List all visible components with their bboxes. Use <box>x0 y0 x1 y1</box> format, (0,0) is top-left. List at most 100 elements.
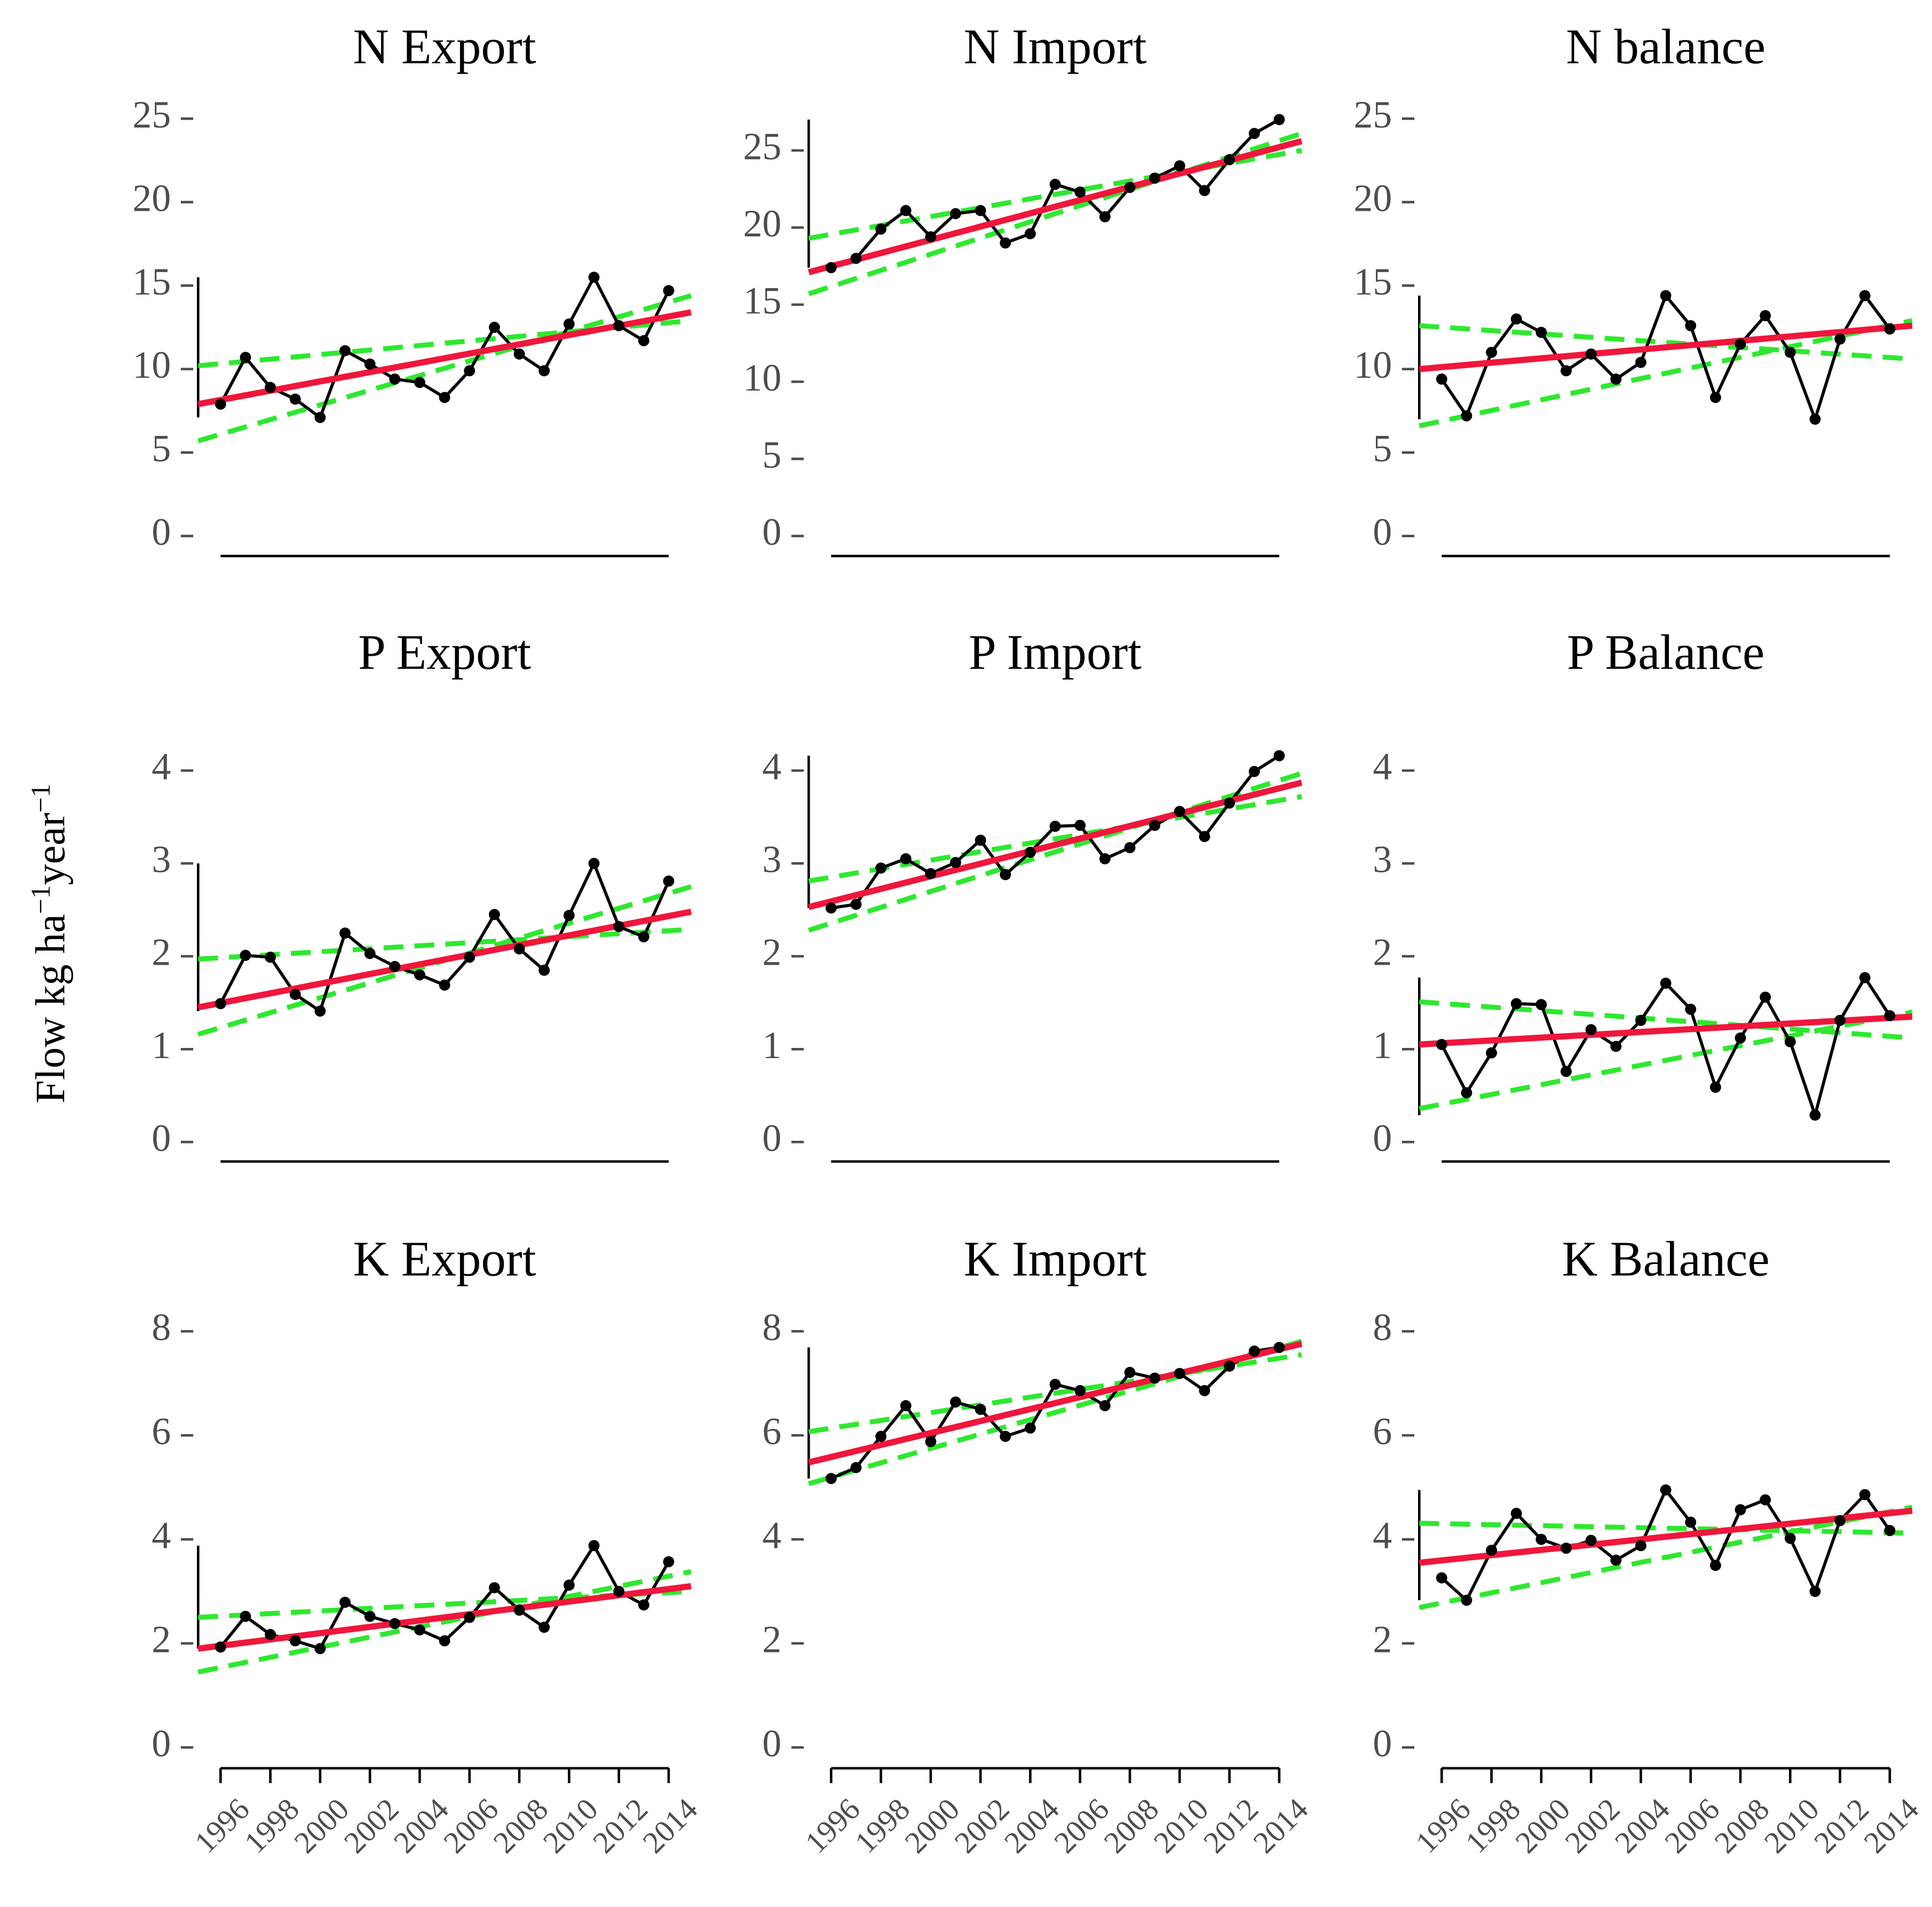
y-tick-label: 4 <box>1373 745 1392 788</box>
data-point <box>265 951 276 963</box>
data-point <box>613 320 625 331</box>
data-point <box>1461 1087 1472 1099</box>
data-point <box>215 998 226 1010</box>
data-point <box>1099 211 1111 223</box>
data-point <box>875 862 887 874</box>
data-point <box>1149 172 1161 184</box>
data-point <box>975 835 986 846</box>
panel: N balance 0 5 10 15 20 25 <box>1353 20 1913 558</box>
y-tick-label: 0 <box>1373 1722 1392 1765</box>
y-tick-label: 0 <box>762 511 781 553</box>
data-point <box>488 1582 500 1594</box>
data-point <box>1000 869 1011 880</box>
data-point <box>1585 1535 1597 1546</box>
data-point <box>265 382 276 393</box>
fit-line <box>807 138 1303 275</box>
data-line <box>1440 974 1891 1121</box>
data-point <box>1124 181 1136 193</box>
data-point <box>314 1643 326 1655</box>
y-tick-label: 15 <box>132 260 171 303</box>
y-tick-label: 0 <box>152 1722 171 1765</box>
data-line <box>1440 1487 1891 1603</box>
data-point <box>339 1596 351 1608</box>
y-tick-label: 4 <box>1373 1514 1392 1556</box>
data-point <box>563 910 575 921</box>
fit-line <box>1419 1507 1913 1566</box>
data-point <box>539 1622 550 1633</box>
data-point <box>900 1400 912 1411</box>
data-point <box>1610 374 1622 385</box>
data-point <box>1099 853 1111 864</box>
data-point <box>488 322 500 333</box>
panel: K Import 0 2 4 6 8 199619982000200220042006200… <box>762 1231 1315 1860</box>
data-point <box>563 318 575 330</box>
data-point <box>1273 114 1285 125</box>
panel: N Export 0 5 10 15 20 25 <box>132 20 692 558</box>
data-point <box>1685 1003 1697 1015</box>
data-point <box>1760 1494 1771 1506</box>
data-point <box>1224 797 1236 809</box>
data-point <box>1660 1484 1672 1496</box>
data-line <box>1440 292 1891 424</box>
data-point <box>1510 998 1522 1010</box>
ci-line <box>807 131 1303 297</box>
x-tick-label: 2008 <box>1097 1792 1165 1860</box>
x-tick-label: 2004 <box>387 1792 455 1860</box>
data-point <box>1510 1507 1522 1519</box>
data-point <box>1834 333 1846 345</box>
fit-line <box>1419 1013 1913 1048</box>
panel-title: N Export <box>353 20 536 75</box>
data-point <box>1124 1366 1136 1378</box>
data-point <box>1199 831 1210 843</box>
data-point <box>1660 290 1672 301</box>
data-point <box>1610 1040 1622 1052</box>
ci-line <box>1419 318 1913 428</box>
data-point <box>513 1604 525 1616</box>
data-point <box>1735 1032 1746 1044</box>
data-point <box>1074 820 1086 831</box>
data-point <box>1635 1540 1646 1552</box>
x-tick-label: 2000 <box>1508 1792 1577 1860</box>
data-point <box>289 393 301 405</box>
y-tick-label: 20 <box>132 177 171 219</box>
x-tick-label: 2000 <box>898 1792 966 1860</box>
data-point <box>1174 160 1185 172</box>
y-tick-label: 1 <box>1373 1024 1392 1067</box>
data-point <box>825 902 837 914</box>
y-tick-label: 0 <box>1373 511 1392 553</box>
data-point <box>613 1586 625 1597</box>
ci-line <box>1419 999 1913 1041</box>
x-tick-label: 2006 <box>437 1792 505 1860</box>
fit-line <box>807 1340 1303 1466</box>
x-tick-label: 2012 <box>1807 1792 1875 1860</box>
fit-line <box>807 780 1303 910</box>
y-tick-label: 10 <box>1353 344 1392 386</box>
ci-line <box>197 293 692 443</box>
x-tick-label: 2010 <box>1147 1792 1215 1860</box>
data-point <box>1834 1515 1846 1527</box>
fit-line <box>197 309 692 408</box>
data-point <box>1809 1109 1821 1121</box>
data-point <box>638 1599 650 1611</box>
data-point <box>875 1431 887 1442</box>
data-point <box>950 208 961 219</box>
x-tick-label: 2004 <box>1608 1792 1676 1860</box>
ci-line <box>807 770 1303 933</box>
y-tick-label: 0 <box>1373 1117 1392 1159</box>
data-point <box>588 1540 600 1552</box>
data-point <box>663 285 675 297</box>
data-point <box>1024 1422 1036 1434</box>
ci-line <box>1419 1010 1913 1111</box>
x-tick-label: 2008 <box>1707 1792 1776 1860</box>
data-point <box>1149 1372 1161 1384</box>
data-point <box>1248 128 1260 139</box>
data-point <box>1884 1010 1896 1022</box>
data-point <box>289 1635 301 1647</box>
data-point <box>1049 1379 1061 1390</box>
data-point <box>950 857 961 868</box>
data-point <box>439 979 450 991</box>
ci-line <box>808 1339 1303 1487</box>
y-label-part: year <box>28 813 74 885</box>
data-point <box>1248 1345 1260 1357</box>
